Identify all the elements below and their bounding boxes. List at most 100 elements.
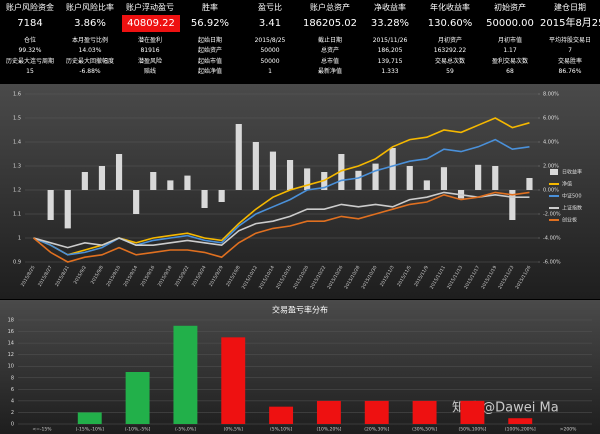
bar [475,164,482,190]
y-tick-label: 8 [11,375,14,381]
x-tick-label: (100%,200%] [505,427,536,433]
y-tick-label: 1.6 [13,92,21,98]
x-tick-label: (-5%,0%] [175,427,196,433]
bar [167,180,174,190]
bar [77,412,102,424]
y2-tick-label: 0.00% [543,188,559,194]
header-cell: 40809.22 [122,15,180,32]
header-cell: 33.28% [370,18,410,29]
header-cell: 本月盈亏比例 [71,37,108,44]
header-cell: 2015/11/26 [372,37,408,44]
bar [355,170,362,190]
header-cell: -6.88% [79,68,101,75]
y-tick-label: 1.3 [13,164,21,170]
y-tick-label: 4 [11,398,14,404]
x-tick-label: >200% [560,427,577,433]
y-tick-label: 16 [8,329,14,335]
bar [364,400,389,424]
bar [81,172,88,190]
bar [372,163,379,190]
bar [150,172,157,190]
header-cell: 月初资产 [437,37,462,44]
bar [98,166,106,190]
y2-tick-label: 2.00% [543,164,559,170]
header-cell: 月初市值 [497,37,522,44]
bar [526,178,533,190]
bar [423,180,430,190]
legend-label: 创业板 [562,217,577,224]
header-cell: 账户风险资金 [6,3,54,12]
y-tick-label: 2 [11,410,14,416]
header-cell: 14.03% [78,47,102,54]
line [33,191,530,249]
bar [133,190,140,214]
header-cell: 初始资产 [494,3,526,12]
y-tick-label: 12 [8,352,14,358]
header-cell: 起始市值 [197,58,222,65]
bar [269,151,277,190]
bar [47,190,54,220]
bar [269,406,294,424]
y2-tick-label: 8.00% [543,92,559,98]
bar [508,418,533,424]
bar [184,175,191,190]
header-cell: 历史最大回撤幅度 [65,58,114,65]
bar [221,337,246,424]
header-cell: 7 [568,47,572,54]
header-cell: 50000.00 [486,18,534,29]
header-cell: 99.32% [18,47,42,54]
header-cell: 交易胜率 [557,58,582,65]
header-cell: 1 [268,68,272,75]
header-cell: 1.17 [503,47,517,54]
header-cell: 起始日期 [197,37,222,44]
y-tick-label: 14 [8,341,14,347]
legend-label: 中证500 [562,193,582,200]
y-tick-label: 6 [11,387,14,393]
bar [460,400,485,424]
header-cell: 3.41 [258,18,282,29]
header-cell: 起始净值 [197,68,222,75]
chart-title: 交易盈亏率分布 [272,305,328,315]
x-tick-label: (-10%,-5%] [125,427,151,433]
bar [64,190,71,229]
header-cell: 2015/8/25 [254,37,286,44]
y-tick-label: 0.9 [13,260,21,266]
x-tick-label: (30%,50%] [412,427,437,433]
x-tick-label: (-15%,-10%] [76,427,104,433]
header-cell: 建仓日期 [554,3,586,12]
header-cell: 68 [506,68,514,75]
x-tick-label: (50%,100%] [459,427,487,433]
bar [125,372,150,424]
bar [304,168,311,190]
y2-tick-label: -6.00% [543,260,561,266]
header-cell: 最新净值 [317,68,342,75]
bar [412,400,437,424]
header-cell: 盈利交易次数 [491,58,528,65]
header-cell: 15 [26,68,34,75]
header-cell: 81916 [140,47,160,54]
header-cell: 59 [446,68,454,75]
y-tick-label: 0 [11,422,14,428]
bar [406,166,413,190]
y-tick-label: 1 [18,236,21,242]
legend-swatch [550,169,558,175]
bar [173,325,198,424]
header-cell: 3.86% [74,18,106,29]
header-cell: 交易总次数 [434,58,465,65]
header-cell: 86.76% [558,68,582,75]
y2-tick-label: -4.00% [543,236,561,242]
bar [252,142,259,190]
header-cell: 仓位 [23,37,36,44]
y2-tick-label: -2.00% [543,212,561,218]
header-cell: 56.92% [190,18,230,29]
header-cell: 起始资产 [197,47,222,54]
header-cell: 胜率 [202,3,218,12]
y2-tick-label: 6.00% [543,116,559,122]
legend-label: 日收益率 [562,169,582,176]
y-tick-label: 1.5 [13,116,21,122]
header-cell: 7184 [17,18,43,29]
header-cell: 年化收益率 [430,3,470,12]
header-cell: 总市值 [320,58,339,65]
header-cell: 潜盈风险 [137,58,162,65]
